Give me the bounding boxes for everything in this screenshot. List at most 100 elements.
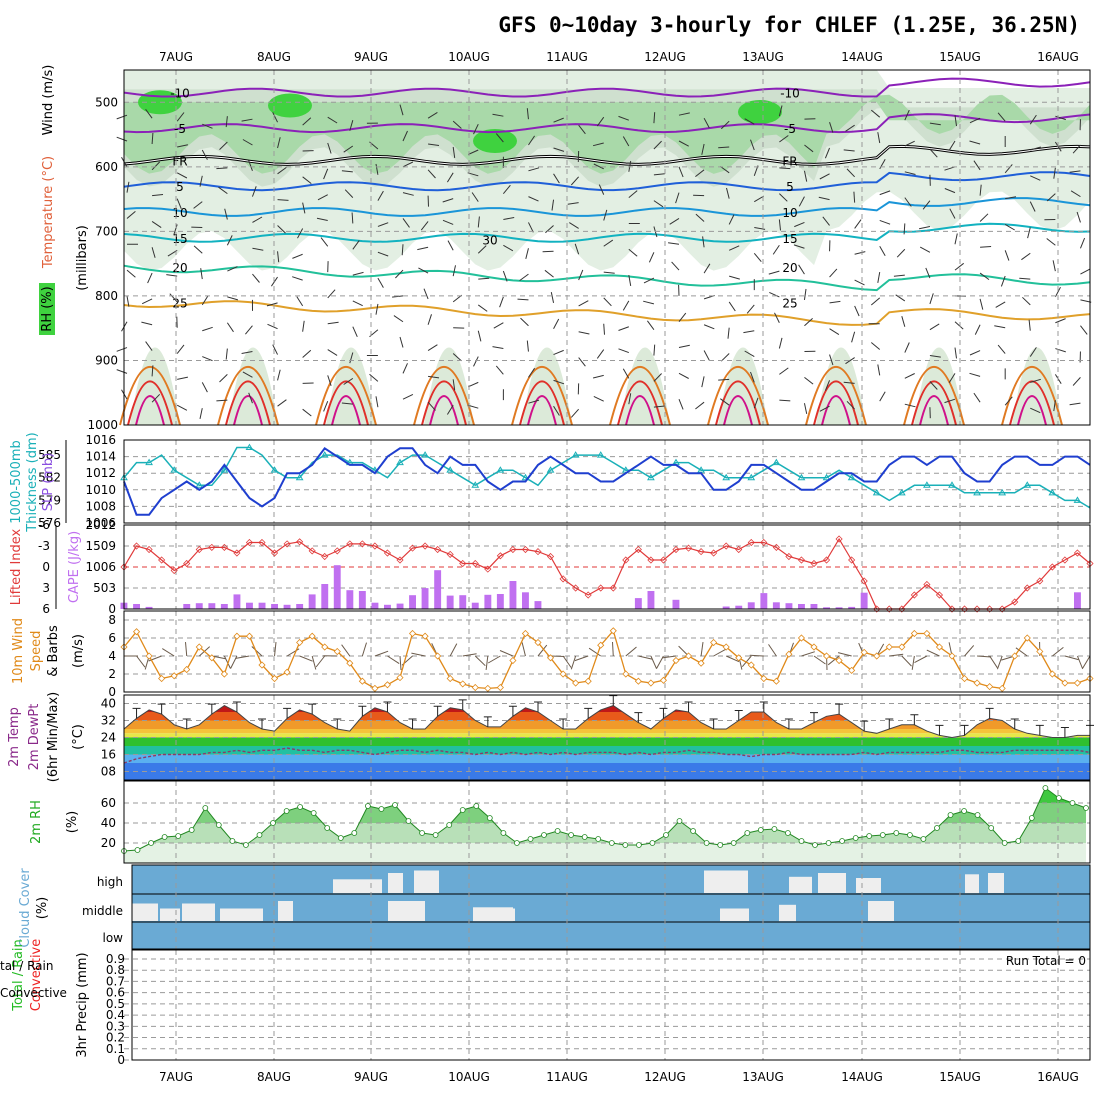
- wind-barb: [954, 115, 957, 127]
- temp-minmax-bar: [659, 707, 668, 719]
- isotherm-label: -5: [784, 122, 796, 136]
- wind10m-barb: [713, 648, 727, 657]
- wind10m-point: [760, 674, 768, 683]
- wind-barb: [177, 376, 189, 380]
- wind-barb: [199, 408, 203, 420]
- warm-contour: [707, 365, 769, 426]
- isotherm-line: [123, 300, 1091, 326]
- isotherm-line: [123, 77, 1091, 98]
- wind-barb: [592, 374, 604, 379]
- wind10m-point: [772, 677, 780, 685]
- wind-barb: [720, 120, 730, 130]
- wind-barb: [242, 139, 253, 146]
- wind10m-panel: 8 6 4 2 0 10m Wind Speed & Barbs (m/s): [11, 610, 1094, 699]
- cape-bar: [283, 604, 291, 609]
- wind-barb: [918, 225, 931, 230]
- wind-barb: [266, 302, 278, 307]
- wind-barb: [327, 116, 338, 124]
- warm-contour: [119, 365, 181, 426]
- thickness-point: [1073, 496, 1082, 503]
- wind-barb: [327, 375, 332, 386]
- rh-legend-swatch: [39, 283, 55, 335]
- wind-barb: [944, 188, 956, 194]
- precip-tick-label: 0.4: [106, 1008, 125, 1022]
- li-point: [973, 605, 981, 613]
- wind-barb: [603, 297, 612, 307]
- wind-barb: [375, 303, 379, 315]
- temp-minmax-bar: [333, 718, 342, 729]
- wind-barb: [877, 132, 881, 144]
- rh-point: [663, 832, 669, 838]
- wind-barb: [997, 344, 1006, 354]
- rh-point: [161, 834, 168, 840]
- cape-bar: [772, 602, 780, 609]
- rh-point: [961, 808, 967, 814]
- wind-barb: [1022, 296, 1031, 306]
- wind-barb: [678, 166, 684, 178]
- li-point: [910, 591, 918, 599]
- wind-barb: [116, 369, 128, 374]
- rh-tick-label: 60: [101, 796, 116, 810]
- temp-minmax-bar: [283, 707, 292, 719]
- wind-barb: [822, 216, 830, 226]
- temp-minmax-bar: [157, 703, 166, 715]
- wind-barb: [570, 408, 580, 418]
- thickness-tick-label: 579: [38, 493, 61, 507]
- thickness-point: [270, 466, 279, 473]
- panel-frame: [123, 524, 1091, 610]
- precip-tick-label: 0.6: [106, 986, 125, 1000]
- isotherm-label: 15: [172, 232, 187, 246]
- wind-barb: [854, 279, 865, 286]
- li-point: [634, 545, 642, 554]
- wind-barb: [316, 217, 328, 221]
- wind10m-point: [848, 666, 856, 674]
- wind-barb: [804, 144, 814, 153]
- temp-band: [124, 705, 1090, 712]
- wind-barb: [477, 216, 480, 228]
- li-point: [471, 559, 479, 568]
- wind-barb: [995, 301, 1006, 308]
- wind10m-point: [270, 674, 279, 683]
- thickness-tick-label: 585: [38, 448, 61, 462]
- wind-barb: [678, 398, 684, 410]
- date-label: 8AUG: [257, 50, 291, 64]
- wind-barb: [592, 142, 604, 147]
- wind-barb: [427, 111, 438, 119]
- cape-bar: [496, 594, 504, 609]
- wind-barb: [452, 379, 456, 391]
- wind-barb: [727, 327, 730, 339]
- cape-bar: [722, 606, 730, 609]
- rh-point: [717, 842, 724, 848]
- wind-barb: [241, 351, 253, 354]
- wind-barb: [973, 160, 981, 171]
- wind-barb: [870, 109, 881, 118]
- precip-panel: 0.8 0.6 0.4 0.2 00.1 0.3 0.5 0.7 0.9 Run Total = …: [0, 939, 1091, 1067]
- wind-barb: [166, 274, 178, 277]
- wind10m-barb: [462, 653, 477, 657]
- wind-barb: [622, 368, 630, 379]
- wind10m-point: [559, 670, 567, 678]
- thickness-point: [897, 488, 906, 496]
- wind-barb: [344, 189, 354, 198]
- date-label: 13AUG: [742, 50, 784, 64]
- rh-shading: [124, 94, 1090, 174]
- wind-barb: [904, 171, 916, 175]
- y-axis-label-degc: (°C): [71, 724, 86, 750]
- cloud-patch: [789, 876, 812, 894]
- warm-contour: [609, 365, 671, 426]
- wind-barb: [628, 275, 632, 286]
- cape-bar: [434, 570, 442, 609]
- wind10m-barb: [185, 642, 188, 657]
- wind-barb: [925, 267, 931, 279]
- rh-point: [1015, 838, 1022, 844]
- cloud-patch: [818, 873, 846, 893]
- slp-tick-label: 1006: [85, 516, 116, 530]
- li-point: [559, 575, 567, 583]
- wind-barb: [618, 348, 629, 354]
- wind-barb: [728, 245, 740, 251]
- date-label: 12AUG: [644, 50, 686, 64]
- wind10m-point: [296, 638, 304, 647]
- precip-tick-label: 0.3: [106, 1019, 125, 1033]
- temp-minmax-bar: [508, 705, 517, 717]
- wind-barb: [803, 170, 808, 182]
